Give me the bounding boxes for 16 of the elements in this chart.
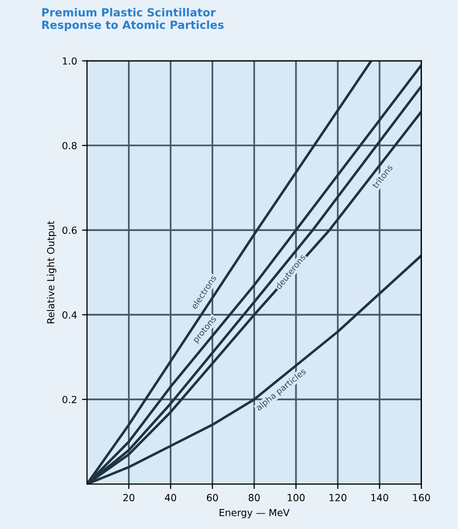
x-tick-label: 120 [330, 494, 346, 502]
x-tick-label: 40 [164, 494, 176, 502]
x-axis-title: Energy — MeV [220, 509, 290, 518]
y-tick-label: 0.6 [62, 226, 77, 234]
y-tick-label: 0.4 [62, 311, 77, 319]
y-tick-label: 1.0 [62, 57, 77, 65]
x-tick-label: 100 [288, 494, 305, 502]
x-tick-label: 160 [413, 494, 430, 502]
y-tick-label: 0.2 [62, 396, 76, 404]
y-axis-title: Relative Light Output [46, 220, 56, 324]
x-tick-label: 60 [206, 494, 218, 502]
x-tick-label: 80 [248, 494, 260, 502]
x-tick-label: 140 [371, 494, 388, 502]
x-tick-label: 20 [123, 494, 134, 502]
y-tick-label: 0.8 [62, 142, 77, 150]
chart-title: Premium Plastic Scintillator Response to Atomic Particles [42, 8, 224, 32]
